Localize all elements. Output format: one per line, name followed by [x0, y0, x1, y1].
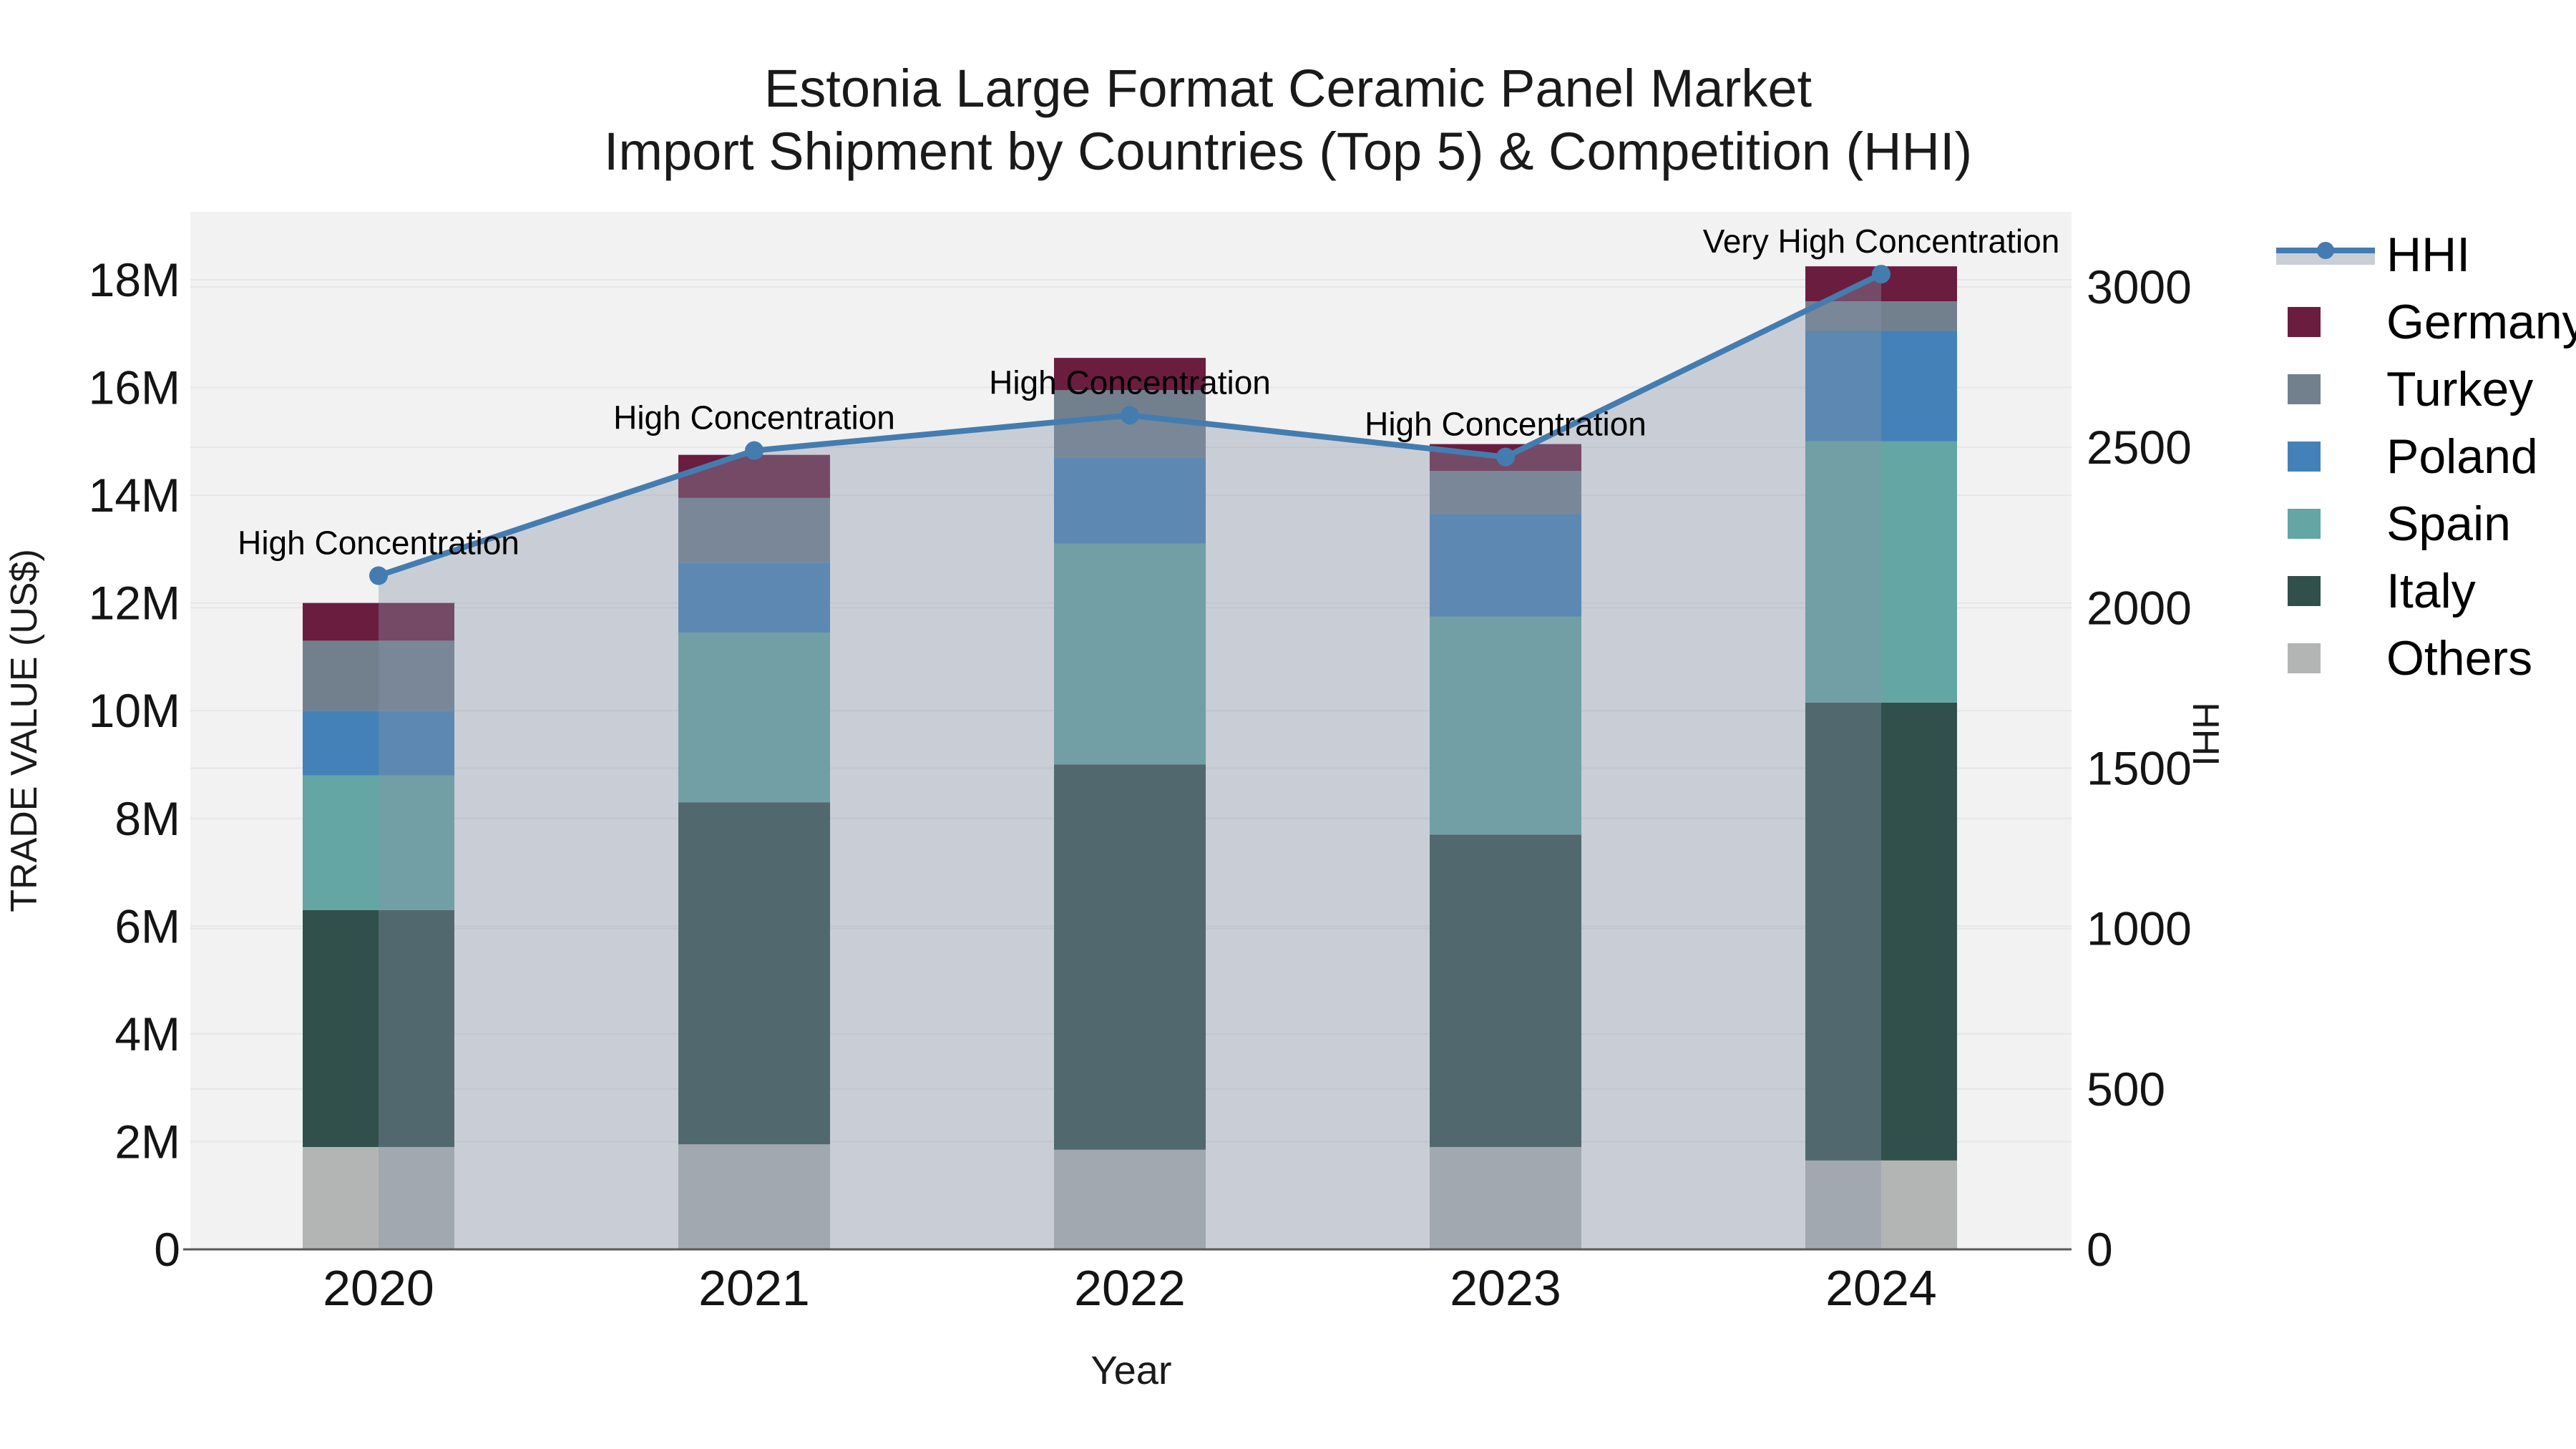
y-left-tick-label: 12M: [89, 577, 180, 630]
y-left-tick-label: 0: [154, 1223, 180, 1276]
others-swatch: [2288, 643, 2321, 673]
spain-color-swatch-icon: [2272, 509, 2386, 539]
bar-segment-poland-2020[interactable]: [303, 711, 454, 776]
bar-segment-others-2023[interactable]: [1430, 1146, 1581, 1249]
germany-color-swatch-icon: [2272, 307, 2386, 337]
bar-segment-italy-2020[interactable]: [303, 909, 454, 1147]
hhi-area-fill: [379, 274, 1881, 1250]
bar-segment-others-2024[interactable]: [1805, 1160, 1957, 1249]
bar-segment-germany-2021[interactable]: [678, 454, 830, 498]
bar-segment-turkey-2020[interactable]: [303, 640, 454, 711]
y-left-tick-label: 16M: [89, 361, 180, 414]
hhi-line-marker-glyph: [2276, 242, 2375, 265]
chart-title-line2: Import Shipment by Countries (Top 5) & C…: [603, 122, 1973, 181]
bar-segment-spain-2020[interactable]: [303, 775, 454, 910]
legend-item-italy[interactable]: Italy: [2272, 564, 2576, 618]
bar-segment-italy-2021[interactable]: [678, 802, 830, 1145]
y-right-tick-label: 2000: [2087, 581, 2192, 634]
bar-segment-others-2021[interactable]: [678, 1144, 830, 1249]
bar-segment-spain-2023[interactable]: [1430, 616, 1581, 835]
hhi-marker-2024[interactable]: [1872, 265, 1890, 284]
bar-segment-others-2020[interactable]: [303, 1146, 454, 1249]
x-tick-label-2023: 2023: [1450, 1260, 1561, 1316]
bar-segment-poland-2022[interactable]: [1054, 457, 1206, 544]
bar-segment-spain-2022[interactable]: [1054, 543, 1206, 765]
bar-segment-poland-2024[interactable]: [1805, 331, 1957, 441]
y-left-tick-label: 6M: [114, 899, 180, 952]
spain-swatch: [2288, 509, 2321, 539]
bar-segment-turkey-2024[interactable]: [1805, 301, 1957, 331]
legend-label-poland: Poland: [2386, 429, 2538, 484]
hhi-marker-2020[interactable]: [369, 566, 388, 585]
y-right-tick-label: 2500: [2087, 421, 2192, 474]
legend-item-turkey[interactable]: Turkey: [2272, 362, 2576, 416]
bar-segment-spain-2021[interactable]: [678, 633, 830, 803]
annotation-2024: Very High Concentration: [1703, 223, 2060, 260]
y-left-tick-label: 8M: [114, 792, 180, 845]
bar-segment-turkey-2023[interactable]: [1430, 471, 1581, 514]
bar-segment-germany-2022[interactable]: [1054, 358, 1206, 391]
legend-item-germany[interactable]: Germany: [2272, 295, 2576, 349]
y-left-axis-title: TRADE VALUE (US$): [4, 549, 45, 912]
others-color-swatch-icon: [2272, 643, 2386, 673]
hhi-marker-2021[interactable]: [745, 441, 763, 460]
legend-label-hhi: HHI: [2386, 228, 2471, 282]
annotation-2021: High Concentration: [613, 399, 895, 436]
turkey-color-swatch-icon: [2272, 374, 2386, 404]
chart-title: Estonia Large Format Ceramic Panel Marke…: [0, 57, 2576, 183]
hhi-line-marker-icon: [2272, 236, 2386, 273]
bar-segment-italy-2022[interactable]: [1054, 764, 1206, 1150]
legend-item-others[interactable]: Others: [2272, 631, 2576, 686]
bar-segment-spain-2024[interactable]: [1805, 441, 1957, 703]
bar-segment-italy-2023[interactable]: [1430, 834, 1581, 1147]
y-right-tick-label: 3000: [2087, 260, 2192, 313]
annotation-2022: High Concentration: [989, 364, 1271, 401]
legend-item-hhi[interactable]: HHI: [2272, 228, 2576, 282]
legend-label-spain: Spain: [2386, 497, 2511, 551]
y-right-tick-label: 1500: [2087, 742, 2192, 795]
legend-label-others: Others: [2386, 631, 2533, 686]
turkey-swatch: [2288, 374, 2321, 404]
y-left-tick-label: 14M: [89, 469, 180, 522]
y-right-tick-label: 500: [2087, 1063, 2165, 1116]
x-tick-label-2020: 2020: [323, 1260, 434, 1316]
poland-swatch: [2288, 441, 2321, 472]
y-right-tick-label: 0: [2087, 1223, 2113, 1276]
hhi-marker-2023[interactable]: [1496, 447, 1515, 467]
bar-segment-poland-2023[interactable]: [1430, 514, 1581, 617]
y-right-tick-label: 1000: [2087, 902, 2192, 955]
legend-item-spain[interactable]: Spain: [2272, 497, 2576, 551]
italy-swatch: [2288, 576, 2321, 606]
bar-segment-others-2022[interactable]: [1054, 1149, 1206, 1249]
bar-segment-italy-2024[interactable]: [1805, 702, 1957, 1161]
x-tick-label-2021: 2021: [698, 1260, 810, 1316]
legend: HHI Germany Turkey Poland Spain Italy Others: [2272, 228, 2576, 686]
y-left-tick-label: 4M: [114, 1008, 180, 1060]
y-left-tick-label: 10M: [89, 684, 180, 737]
y-left-tick-label: 18M: [89, 253, 180, 306]
x-axis-title: Year: [1091, 1347, 1172, 1392]
legend-label-italy: Italy: [2386, 564, 2476, 618]
bar-segment-poland-2021[interactable]: [678, 562, 830, 633]
annotation-2020: High Concentration: [238, 525, 519, 562]
poland-color-swatch-icon: [2272, 441, 2386, 472]
legend-label-turkey: Turkey: [2386, 362, 2534, 416]
hhi-marker-2022[interactable]: [1121, 406, 1139, 425]
bar-segment-turkey-2021[interactable]: [678, 497, 830, 563]
germany-swatch: [2288, 307, 2321, 337]
bar-segment-germany-2020[interactable]: [303, 602, 454, 641]
x-tick-label-2022: 2022: [1074, 1260, 1186, 1316]
italy-color-swatch-icon: [2272, 576, 2386, 606]
legend-label-germany: Germany: [2386, 295, 2576, 349]
x-tick-label-2024: 2024: [1825, 1260, 1937, 1316]
y-left-tick-label: 2M: [114, 1115, 180, 1168]
annotation-2023: High Concentration: [1365, 406, 1646, 443]
y-right-axis-title: HHI: [2185, 702, 2226, 766]
legend-item-poland[interactable]: Poland: [2272, 429, 2576, 484]
chart-title-line1: Estonia Large Format Ceramic Panel Marke…: [763, 59, 1813, 118]
